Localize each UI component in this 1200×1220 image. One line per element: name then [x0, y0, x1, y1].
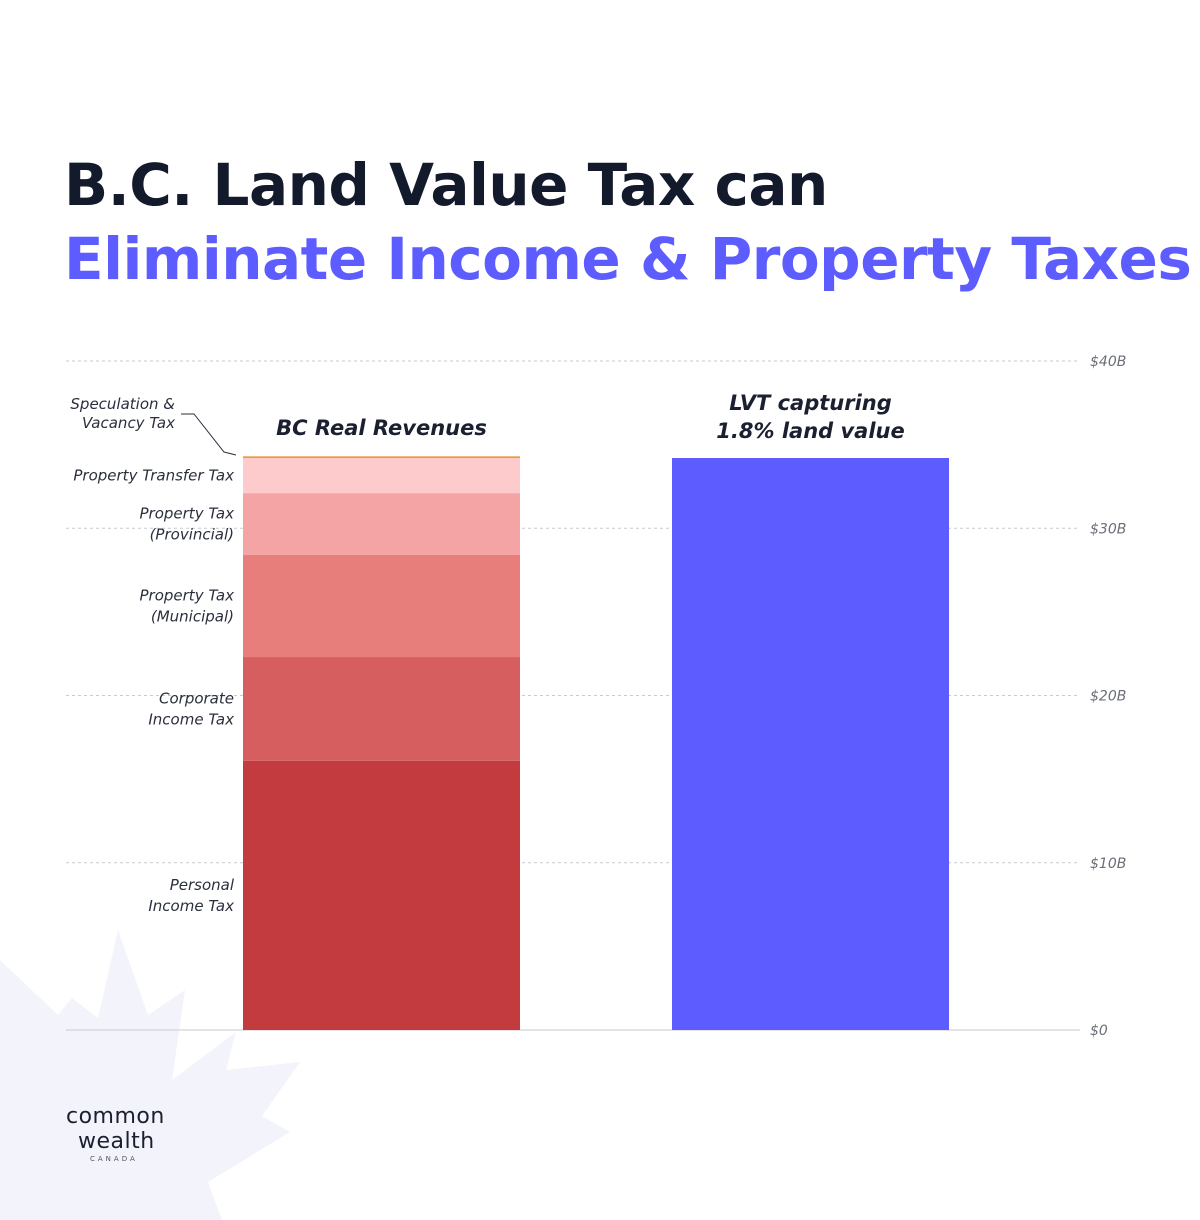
lvt-bar — [672, 458, 949, 1030]
y-tick-label: $30B — [1090, 521, 1126, 537]
segment-label: Income Tax — [148, 710, 234, 728]
maple-leaf-watermark-icon — [0, 930, 300, 1220]
segment-label: (Provincial) — [150, 526, 234, 544]
bar-title: LVT capturing — [729, 391, 892, 415]
logo-word-1: common — [66, 1104, 165, 1129]
segment-label: (Municipal) — [151, 608, 234, 626]
stack-segment — [243, 493, 520, 556]
title-line-1: B.C. Land Value Tax can — [64, 151, 828, 219]
y-tick-label: $10B — [1090, 856, 1126, 872]
logo: common wealth CANADA — [66, 1104, 165, 1163]
page-title: B.C. Land Value Tax can Eliminate Income… — [64, 148, 1192, 296]
y-tick-label: $20B — [1090, 689, 1126, 705]
bar-title: 1.8% land value — [716, 419, 904, 443]
logo-word-3: CANADA — [90, 1155, 138, 1163]
segment-label: Speculation & — [70, 395, 175, 413]
segment-label: Corporate — [159, 689, 234, 707]
segment-label: Income Tax — [148, 897, 234, 915]
stack-segment — [243, 760, 520, 1030]
stack-segment — [243, 458, 520, 494]
y-tick-label: $40B — [1090, 354, 1126, 370]
y-tick-label: $0 — [1090, 1023, 1108, 1039]
stack-segment — [243, 555, 520, 658]
segment-label: Personal — [170, 876, 235, 894]
segment-label: Property Transfer Tax — [73, 467, 234, 485]
segment-label: Property Tax — [140, 587, 235, 605]
stack-segment — [243, 456, 520, 459]
callout-leader-line — [181, 413, 237, 456]
logo-word-2: wealth — [78, 1129, 155, 1154]
segment-label: Vacancy Tax — [82, 414, 175, 432]
bar-title: BC Real Revenues — [276, 416, 487, 440]
stack-segment — [243, 657, 520, 761]
segment-label: Property Tax — [140, 505, 235, 523]
title-line-2: Eliminate Income & Property Taxes — [64, 225, 1192, 293]
